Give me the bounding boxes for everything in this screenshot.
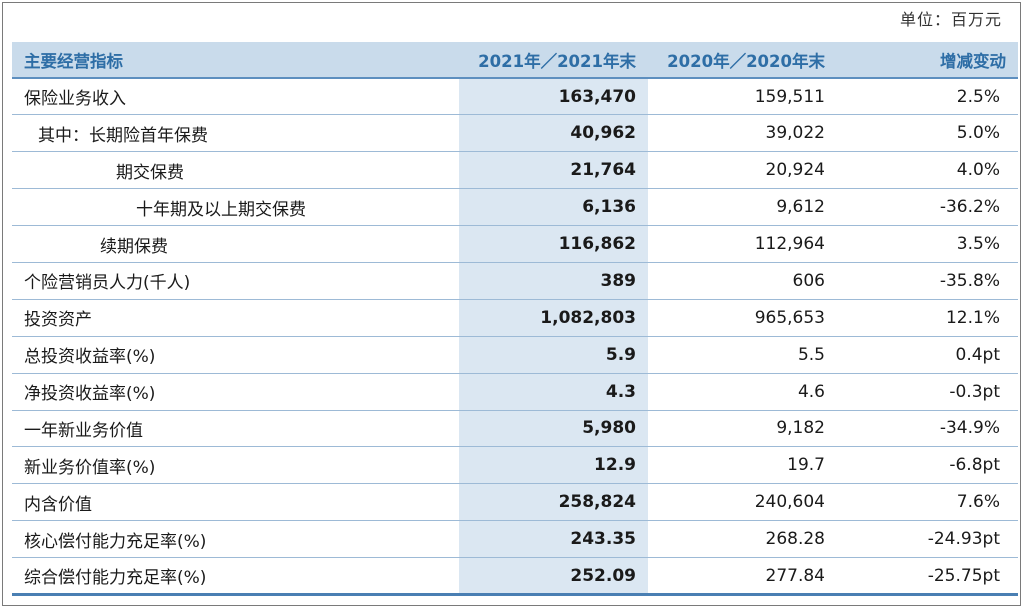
value-2020: 20,924 bbox=[648, 151, 837, 190]
financial-indicators-table: 主要经营指标 2021年／2021年末 2020年／2020年末 增减变动 保险… bbox=[12, 42, 1018, 596]
value-2020: 19.7 bbox=[648, 446, 837, 485]
value-change: -25.75pt bbox=[837, 557, 1018, 596]
value-change: -0.3pt bbox=[837, 373, 1018, 411]
row-label: 内含价值 bbox=[12, 483, 459, 522]
value-2020: 159,511 bbox=[648, 78, 837, 116]
header-2021: 2021年／2021年末 bbox=[459, 42, 648, 79]
unit-label: 单位：百万元 bbox=[899, 10, 1002, 29]
value-change: -35.8% bbox=[837, 262, 1018, 300]
row-label: 其中：长期险首年保费 bbox=[12, 114, 459, 153]
value-2021: 5.9 bbox=[459, 336, 648, 374]
value-2020: 240,604 bbox=[648, 483, 837, 522]
table-row: 内含价值 258,824 240,604 7.6% bbox=[12, 483, 1018, 522]
table-row: 十年期及以上期交保费 6,136 9,612 -36.2% bbox=[12, 188, 1018, 227]
value-2020: 112,964 bbox=[648, 225, 837, 263]
value-2020: 965,653 bbox=[648, 299, 837, 337]
table-row: 个险营销员人力(千人) 389 606 -35.8% bbox=[12, 262, 1018, 300]
row-label: 续期保费 bbox=[12, 225, 459, 263]
value-change: 2.5% bbox=[837, 78, 1018, 116]
value-2021: 243.35 bbox=[459, 520, 648, 559]
row-label: 综合偿付能力充足率(%) bbox=[12, 557, 459, 596]
value-change: 0.4pt bbox=[837, 336, 1018, 374]
value-2021: 4.3 bbox=[459, 373, 648, 411]
row-label: 一年新业务价值 bbox=[12, 410, 459, 448]
table-row: 其中：长期险首年保费 40,962 39,022 5.0% bbox=[12, 114, 1018, 153]
value-2021: 1,082,803 bbox=[459, 299, 648, 337]
value-2021: 116,862 bbox=[459, 225, 648, 263]
row-label: 投资资产 bbox=[12, 299, 459, 337]
value-2021: 12.9 bbox=[459, 446, 648, 485]
table-row: 保险业务收入 163,470 159,511 2.5% bbox=[12, 78, 1018, 116]
value-change: -34.9% bbox=[837, 410, 1018, 448]
table-row: 新业务价值率(%) 12.9 19.7 -6.8pt bbox=[12, 446, 1018, 485]
value-2021: 21,764 bbox=[459, 151, 648, 190]
value-change: -6.8pt bbox=[837, 446, 1018, 485]
value-change: 7.6% bbox=[837, 483, 1018, 522]
row-label: 个险营销员人力(千人) bbox=[12, 262, 459, 300]
header-2020: 2020年／2020年末 bbox=[648, 42, 837, 79]
value-2020: 606 bbox=[648, 262, 837, 300]
value-2020: 268.28 bbox=[648, 520, 837, 559]
table-row: 总投资收益率(%) 5.9 5.5 0.4pt bbox=[12, 336, 1018, 374]
value-change: 5.0% bbox=[837, 114, 1018, 153]
value-2021: 389 bbox=[459, 262, 648, 300]
row-label: 核心偿付能力充足率(%) bbox=[12, 520, 459, 559]
table-header-row: 主要经营指标 2021年／2021年末 2020年／2020年末 增减变动 bbox=[12, 42, 1018, 79]
row-label: 新业务价值率(%) bbox=[12, 446, 459, 485]
value-change: 3.5% bbox=[837, 225, 1018, 263]
row-label: 净投资收益率(%) bbox=[12, 373, 459, 411]
value-change: 12.1% bbox=[837, 299, 1018, 337]
table-row: 投资资产 1,082,803 965,653 12.1% bbox=[12, 299, 1018, 337]
value-2021: 40,962 bbox=[459, 114, 648, 153]
value-2021: 6,136 bbox=[459, 188, 648, 227]
value-2021: 163,470 bbox=[459, 78, 648, 116]
value-2020: 277.84 bbox=[648, 557, 837, 596]
table-row: 一年新业务价值 5,980 9,182 -34.9% bbox=[12, 410, 1018, 448]
row-label: 总投资收益率(%) bbox=[12, 336, 459, 374]
table-row: 净投资收益率(%) 4.3 4.6 -0.3pt bbox=[12, 373, 1018, 411]
value-2021: 258,824 bbox=[459, 483, 648, 522]
value-2021: 5,980 bbox=[459, 410, 648, 448]
row-label: 保险业务收入 bbox=[12, 78, 459, 116]
value-2020: 9,182 bbox=[648, 410, 837, 448]
row-label: 十年期及以上期交保费 bbox=[12, 188, 459, 227]
value-2021: 252.09 bbox=[459, 557, 648, 596]
value-change: -24.93pt bbox=[837, 520, 1018, 559]
value-2020: 39,022 bbox=[648, 114, 837, 153]
table-row: 续期保费 116,862 112,964 3.5% bbox=[12, 225, 1018, 263]
table-row: 期交保费 21,764 20,924 4.0% bbox=[12, 151, 1018, 190]
value-2020: 9,612 bbox=[648, 188, 837, 227]
table-row: 综合偿付能力充足率(%) 252.09 277.84 -25.75pt bbox=[12, 557, 1018, 596]
value-2020: 4.6 bbox=[648, 373, 837, 411]
row-label: 期交保费 bbox=[12, 151, 459, 190]
value-2020: 5.5 bbox=[648, 336, 837, 374]
header-metric: 主要经营指标 bbox=[12, 42, 459, 79]
value-change: 4.0% bbox=[837, 151, 1018, 190]
header-change: 增减变动 bbox=[837, 42, 1018, 79]
table-row: 核心偿付能力充足率(%) 243.35 268.28 -24.93pt bbox=[12, 520, 1018, 559]
value-change: -36.2% bbox=[837, 188, 1018, 227]
